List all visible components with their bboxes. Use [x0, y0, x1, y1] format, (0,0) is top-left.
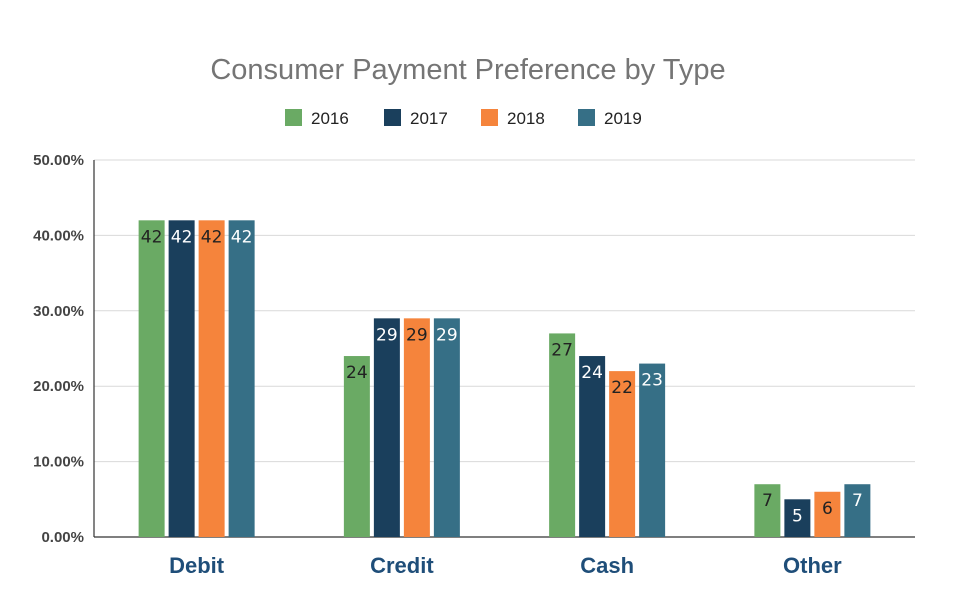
bar-debit-2017 — [168, 220, 195, 537]
data-label: 6 — [822, 499, 833, 519]
bar-other-2017 — [784, 499, 811, 537]
x-tick-label: Debit — [169, 553, 225, 578]
bar-debit-2016 — [138, 220, 165, 537]
legend-label: 2018 — [507, 109, 545, 128]
x-tick-label: Cash — [580, 553, 634, 578]
legend-label: 2017 — [410, 109, 448, 128]
data-label: 23 — [641, 371, 663, 391]
bar-cash-2016 — [549, 333, 576, 537]
x-tick-label: Credit — [370, 553, 434, 578]
bars — [138, 220, 871, 537]
bar-debit-2019 — [228, 220, 255, 537]
data-label: 29 — [436, 325, 458, 345]
bar-other-2018 — [814, 491, 841, 537]
y-tick-label: 40.00% — [33, 227, 84, 244]
bar-cash-2018 — [609, 371, 636, 537]
y-tick-label: 20.00% — [33, 378, 84, 395]
data-label: 42 — [231, 227, 253, 247]
x-tick-label: Other — [783, 553, 842, 578]
data-label: 42 — [141, 227, 163, 247]
legend: 2016 2017 2018 2019 — [285, 109, 642, 128]
data-label: 42 — [171, 227, 193, 247]
data-label: 5 — [792, 506, 803, 526]
bar-cash-2017 — [579, 356, 606, 537]
data-label: 22 — [611, 378, 633, 398]
data-label: 42 — [201, 227, 223, 247]
data-label: 7 — [762, 491, 773, 511]
data-label: 29 — [376, 325, 398, 345]
bar-cash-2019 — [639, 363, 666, 537]
bar-credit-2017 — [373, 318, 400, 537]
legend-swatch — [384, 109, 401, 126]
bar-credit-2018 — [403, 318, 430, 537]
legend-label: 2019 — [604, 109, 642, 128]
data-label: 27 — [551, 340, 573, 360]
data-label: 24 — [581, 363, 603, 383]
legend-swatch — [285, 109, 302, 126]
data-label: 29 — [406, 325, 428, 345]
y-axis: 0.00% 10.00% 20.00% 30.00% 40.00% 50.00% — [33, 152, 915, 546]
chart-title: Consumer Payment Preference by Type — [210, 54, 725, 86]
y-tick-label: 10.00% — [33, 454, 84, 471]
legend-swatch — [481, 109, 498, 126]
y-tick-label: 50.00% — [33, 152, 84, 169]
bar-other-2016 — [754, 484, 781, 537]
data-label: 7 — [852, 491, 863, 511]
bar-credit-2019 — [433, 318, 460, 537]
bar-other-2019 — [844, 484, 871, 537]
x-axis: Debit Credit Cash Other — [169, 553, 842, 578]
bar-debit-2018 — [198, 220, 225, 537]
y-tick-label: 30.00% — [33, 303, 84, 320]
y-tick-label: 0.00% — [41, 529, 84, 546]
legend-label: 2016 — [311, 109, 349, 128]
data-label: 24 — [346, 363, 368, 383]
legend-swatch — [578, 109, 595, 126]
bar-credit-2016 — [343, 356, 370, 537]
